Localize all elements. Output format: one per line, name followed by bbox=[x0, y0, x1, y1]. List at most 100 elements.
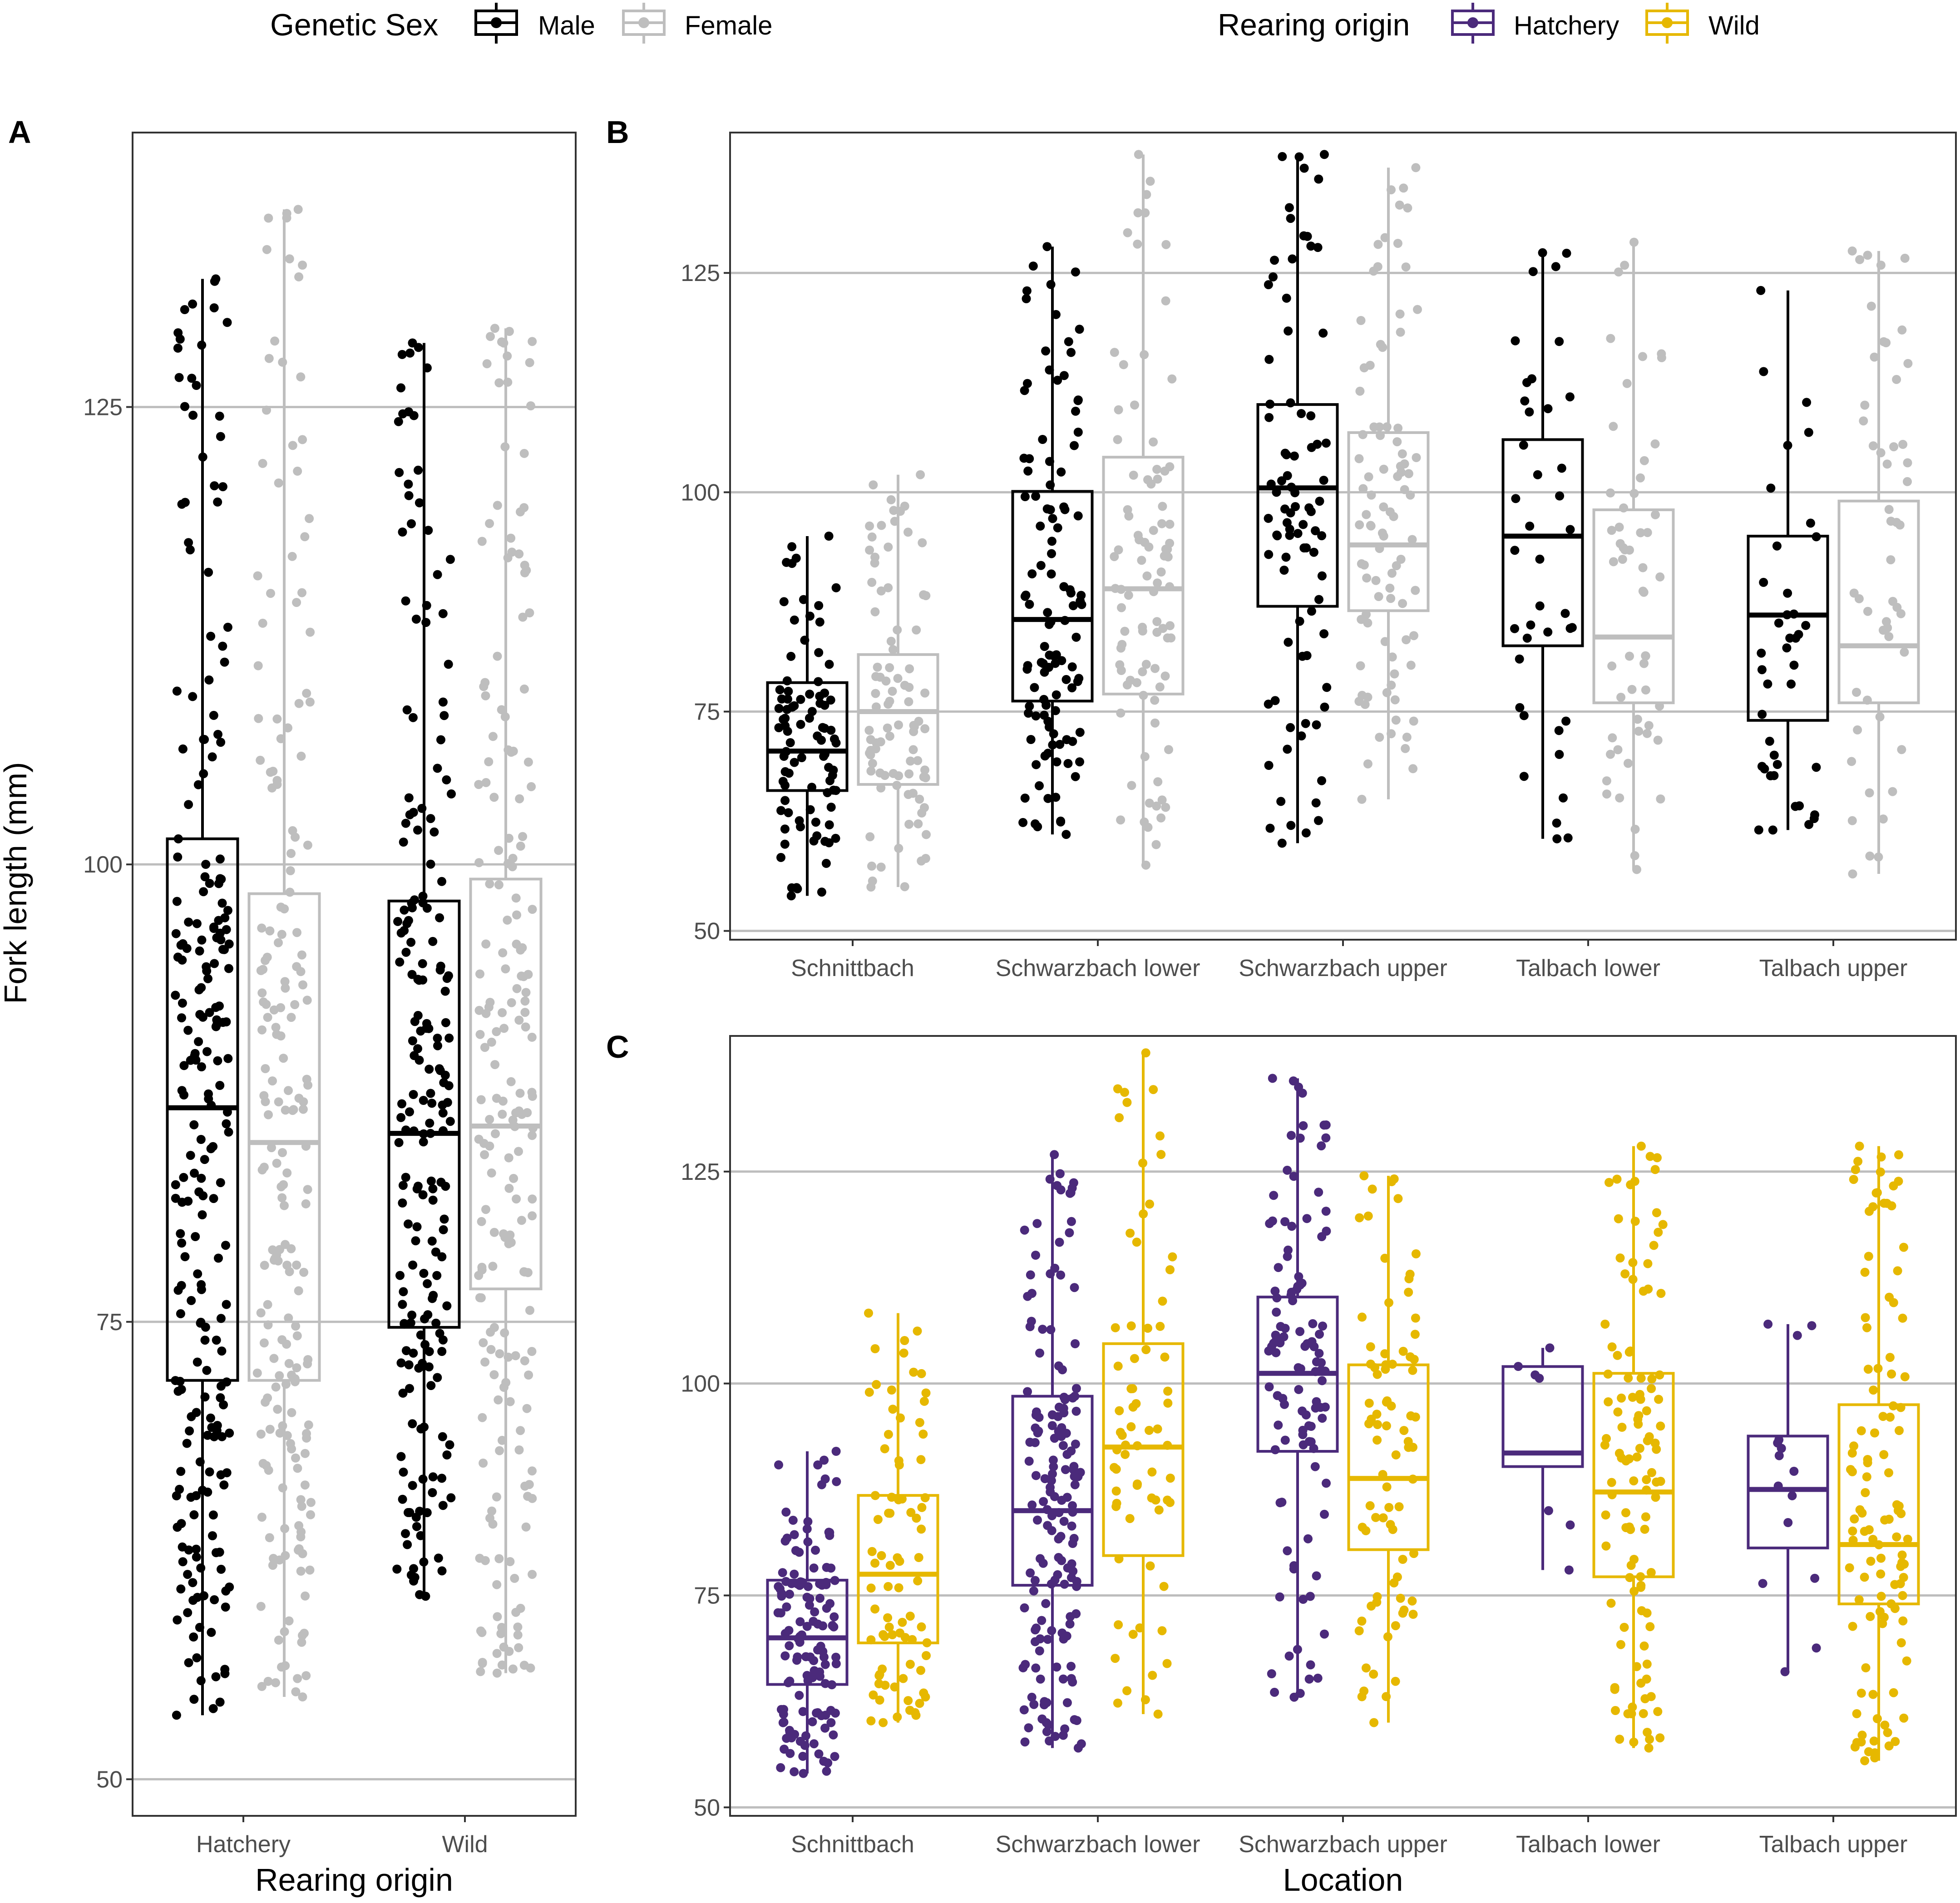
data-point bbox=[810, 1607, 820, 1617]
data-point bbox=[888, 1405, 898, 1414]
data-point bbox=[192, 1544, 201, 1554]
data-point bbox=[1643, 1259, 1653, 1268]
data-point bbox=[1855, 1141, 1864, 1151]
data-point bbox=[1130, 1354, 1139, 1363]
data-point bbox=[802, 1524, 812, 1533]
data-point bbox=[1046, 617, 1056, 626]
data-point bbox=[1306, 242, 1316, 251]
data-point bbox=[1043, 749, 1053, 758]
data-point bbox=[1073, 677, 1082, 686]
panel-b-female-schwarzbach-upper-points bbox=[1354, 163, 1422, 804]
data-point bbox=[296, 372, 306, 382]
data-point bbox=[1654, 1395, 1664, 1404]
data-point bbox=[1023, 1292, 1032, 1301]
data-point bbox=[1624, 1373, 1633, 1383]
data-point bbox=[1142, 571, 1152, 581]
data-point bbox=[1865, 1207, 1874, 1216]
data-point bbox=[215, 1697, 225, 1707]
data-point bbox=[1021, 1660, 1030, 1669]
data-point bbox=[1265, 823, 1275, 833]
data-point bbox=[1042, 242, 1052, 251]
data-point bbox=[500, 442, 510, 452]
data-point bbox=[1511, 336, 1520, 345]
data-point bbox=[1280, 1217, 1290, 1227]
panel-b-xtick-label-talbach-lower: Talbach lower bbox=[1516, 955, 1660, 981]
data-point bbox=[195, 1622, 204, 1632]
data-point bbox=[1620, 545, 1629, 555]
data-point bbox=[1849, 1441, 1858, 1451]
panel-b-female-schnittbach-points bbox=[864, 470, 931, 892]
data-point bbox=[1022, 379, 1032, 388]
data-point bbox=[1309, 1342, 1319, 1351]
data-point bbox=[1386, 1520, 1395, 1529]
data-point bbox=[179, 1090, 188, 1099]
data-point bbox=[503, 859, 513, 868]
data-point bbox=[425, 1065, 434, 1074]
data-point bbox=[870, 1558, 880, 1568]
data-point bbox=[1044, 1720, 1053, 1730]
data-point bbox=[1043, 794, 1053, 803]
data-point bbox=[1896, 1403, 1906, 1412]
data-point bbox=[1627, 1709, 1636, 1719]
data-point bbox=[1655, 572, 1665, 582]
data-point bbox=[210, 481, 219, 491]
data-point bbox=[1624, 1347, 1634, 1357]
data-point bbox=[873, 1515, 883, 1524]
data-point bbox=[790, 615, 799, 625]
data-point bbox=[880, 1632, 889, 1641]
data-point bbox=[1125, 1514, 1135, 1523]
data-point bbox=[292, 1363, 301, 1372]
data-point bbox=[1860, 1756, 1870, 1765]
data-point bbox=[1381, 1360, 1391, 1370]
data-point bbox=[1373, 240, 1383, 249]
data-point bbox=[408, 1481, 417, 1490]
data-point bbox=[498, 1008, 507, 1017]
data-point bbox=[1614, 523, 1624, 532]
data-point bbox=[1555, 491, 1565, 501]
data-point bbox=[867, 861, 876, 871]
data-point bbox=[200, 872, 210, 882]
data-point bbox=[1036, 1554, 1045, 1563]
data-point bbox=[879, 1718, 888, 1727]
legend-item-male: Male bbox=[538, 11, 595, 40]
data-point bbox=[291, 1687, 301, 1696]
data-point bbox=[1519, 772, 1529, 781]
box-iqr bbox=[1747, 535, 1829, 722]
data-point bbox=[1642, 1659, 1652, 1669]
data-point bbox=[1302, 1214, 1312, 1223]
data-point bbox=[442, 1301, 452, 1311]
data-point bbox=[1294, 1363, 1303, 1372]
data-point bbox=[306, 1498, 316, 1507]
data-point bbox=[1072, 1716, 1081, 1725]
data-point bbox=[1603, 1369, 1613, 1379]
data-point bbox=[1358, 484, 1368, 493]
data-point bbox=[1387, 680, 1396, 690]
data-point bbox=[1618, 555, 1627, 564]
data-point bbox=[420, 1340, 430, 1349]
data-point bbox=[290, 1000, 300, 1009]
data-point bbox=[433, 1373, 442, 1382]
data-point bbox=[1411, 163, 1421, 173]
data-point bbox=[396, 1358, 406, 1368]
data-point bbox=[506, 533, 516, 543]
data-point bbox=[1269, 1191, 1279, 1200]
data-point bbox=[894, 1583, 903, 1592]
data-point bbox=[1366, 521, 1375, 530]
data-point bbox=[293, 466, 302, 476]
data-point bbox=[1126, 1422, 1136, 1431]
data-point bbox=[1545, 1343, 1555, 1353]
data-point bbox=[1409, 1549, 1418, 1558]
data-point bbox=[398, 528, 407, 537]
data-point bbox=[1372, 1410, 1382, 1419]
data-point bbox=[1885, 1353, 1895, 1362]
data-point bbox=[274, 478, 283, 488]
data-point bbox=[217, 1346, 227, 1356]
data-point bbox=[1544, 1506, 1553, 1515]
data-point bbox=[1615, 793, 1624, 803]
data-point bbox=[298, 261, 307, 270]
panel-b-xtick-label-schwarzbach-lower: Schwarzbach lower bbox=[996, 955, 1200, 981]
data-point bbox=[1073, 511, 1083, 521]
data-point bbox=[220, 657, 229, 667]
data-point bbox=[298, 1104, 308, 1114]
data-point bbox=[176, 1229, 185, 1238]
